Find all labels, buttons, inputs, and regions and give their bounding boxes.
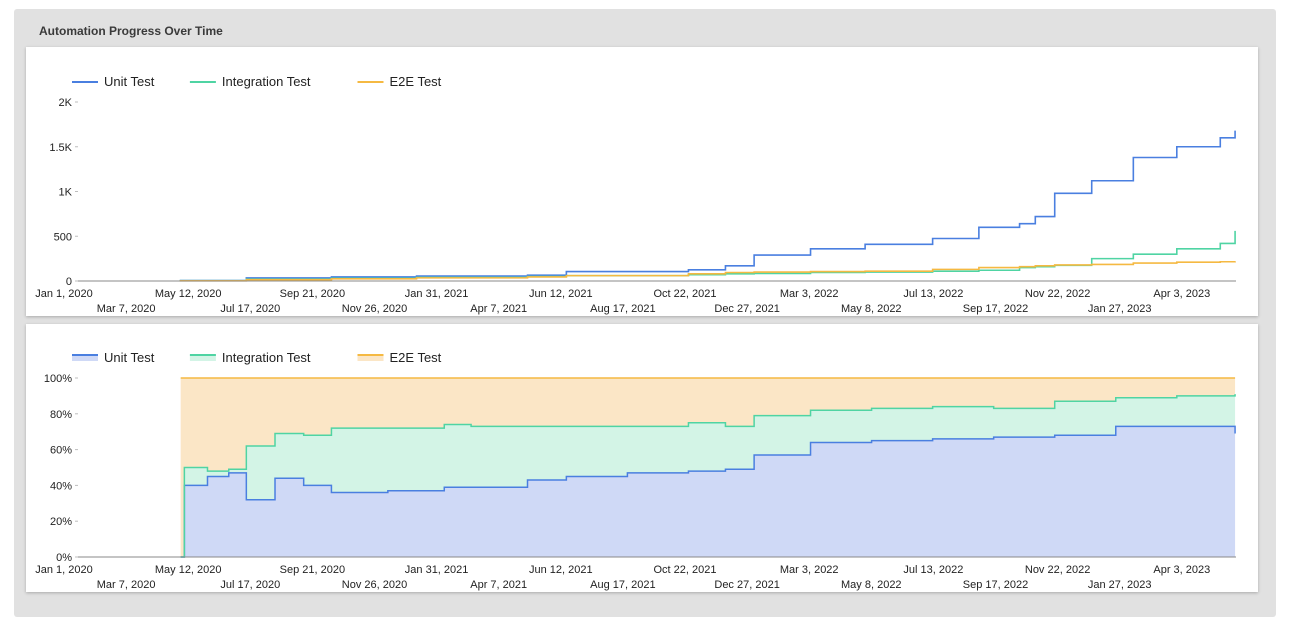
y-tick-label: 80% xyxy=(50,409,72,421)
series-line-integration-test xyxy=(180,394,1236,558)
legend-label: E2E Test xyxy=(390,350,442,365)
legend-label: E2E Test xyxy=(390,74,442,89)
x-tick-label: Apr 3, 2023 xyxy=(1153,564,1210,576)
percent-area-chart: Unit Test Integration Test E2E Test 0% 20% 40… xyxy=(35,350,1236,591)
x-tick-label: Mar 7, 2020 xyxy=(97,303,156,315)
x-tick-label: Apr 7, 2021 xyxy=(470,303,527,315)
x-tick-label: Jun 12, 2021 xyxy=(529,288,593,300)
line-chart-card: Unit Test Integration Test E2E Test 0 500 1K 1… xyxy=(26,47,1258,316)
x-tick-label: May 12, 2020 xyxy=(155,288,222,300)
area-e2e-test xyxy=(180,378,1236,557)
x-tick-label: Dec 27, 2021 xyxy=(714,579,779,591)
y-tick-label: 0% xyxy=(56,552,72,564)
y-tick-label: 20% xyxy=(50,516,72,528)
x-tick-label: Dec 27, 2021 xyxy=(714,303,779,315)
y-axis: 0% 20% 40% 60% 80% 100% xyxy=(44,373,78,564)
x-tick-label: Sep 21, 2020 xyxy=(280,288,345,300)
x-tick-label: Jan 31, 2021 xyxy=(405,564,469,576)
dashboard-panel: Automation Progress Over Time Unit Test I… xyxy=(14,9,1276,617)
x-tick-label: May 8, 2022 xyxy=(841,579,902,591)
legend-item[interactable]: E2E Test xyxy=(357,350,442,365)
x-tick-label: Sep 17, 2022 xyxy=(963,303,1028,315)
plot-area xyxy=(179,130,1236,282)
legend-item[interactable]: E2E Test xyxy=(357,74,442,89)
x-tick-label: Nov 26, 2020 xyxy=(342,579,407,591)
x-tick-label: Jan 31, 2021 xyxy=(405,288,469,300)
area-unit-test xyxy=(180,426,1236,557)
legend-item[interactable]: Unit Test xyxy=(72,74,155,89)
series-line-unit-test xyxy=(180,425,1236,558)
x-tick-label: Jul 13, 2022 xyxy=(903,564,963,576)
x-tick-label: Nov 22, 2022 xyxy=(1025,564,1090,576)
x-tick-label: Jun 12, 2021 xyxy=(529,564,593,576)
y-tick-label: 1.5K xyxy=(49,142,72,154)
x-tick-label: Apr 3, 2023 xyxy=(1153,288,1210,300)
legend-label: Unit Test xyxy=(104,350,155,365)
x-tick-label: Aug 17, 2021 xyxy=(590,579,655,591)
x-tick-label: Mar 3, 2022 xyxy=(780,564,839,576)
x-tick-label: Jan 27, 2023 xyxy=(1088,579,1152,591)
x-tick-label: Jan 1, 2020 xyxy=(35,564,93,576)
x-tick-label: Aug 17, 2021 xyxy=(590,303,655,315)
x-tick-label: Oct 22, 2021 xyxy=(654,288,717,300)
legend-item[interactable]: Integration Test xyxy=(189,350,311,365)
legend-swatch-fill xyxy=(189,355,216,361)
x-tick-label: Sep 17, 2022 xyxy=(963,579,1028,591)
panel-title: Automation Progress Over Time xyxy=(39,24,223,38)
y-tick-label: 500 xyxy=(54,231,72,243)
y-tick-label: 1K xyxy=(59,187,73,199)
y-tick-label: 100% xyxy=(44,373,72,385)
x-tick-label: Oct 22, 2021 xyxy=(654,564,717,576)
y-axis: 0 500 1K 1.5K 2K xyxy=(49,97,78,288)
x-tick-label: Jul 13, 2022 xyxy=(903,288,963,300)
y-tick-label: 2K xyxy=(59,97,73,109)
x-axis: Jan 1, 2020 May 12, 2020 Sep 21, 2020 Jan 3… xyxy=(35,564,1210,591)
x-axis: Jan 1, 2020 May 12, 2020 Sep 21, 2020 Jan 3… xyxy=(35,288,1210,315)
x-tick-label: Mar 3, 2022 xyxy=(780,288,839,300)
legend-item[interactable]: Unit Test xyxy=(72,350,155,365)
chart-legend: Unit Test Integration Test E2E Test xyxy=(72,74,442,89)
x-tick-label: Apr 7, 2021 xyxy=(470,579,527,591)
legend-item[interactable]: Integration Test xyxy=(189,74,311,89)
series-line-unit-test xyxy=(179,130,1236,282)
y-tick-label: 60% xyxy=(50,445,72,457)
legend-swatch-fill xyxy=(357,355,384,361)
x-tick-label: Nov 22, 2022 xyxy=(1025,288,1090,300)
legend-swatch-fill xyxy=(72,355,98,361)
area-integration-test xyxy=(180,394,1236,557)
series-line-e2e-test xyxy=(179,260,1236,282)
x-tick-label: Jan 27, 2023 xyxy=(1088,303,1152,315)
legend-label: Unit Test xyxy=(104,74,155,89)
x-tick-label: Jul 17, 2020 xyxy=(220,579,280,591)
legend-label: Integration Test xyxy=(222,350,311,365)
y-tick-label: 40% xyxy=(50,480,72,492)
x-tick-label: Nov 26, 2020 xyxy=(342,303,407,315)
x-tick-label: Jul 17, 2020 xyxy=(220,303,280,315)
x-tick-label: May 8, 2022 xyxy=(841,303,902,315)
y-tick-label: 0 xyxy=(66,276,72,288)
x-tick-label: May 12, 2020 xyxy=(155,564,222,576)
x-tick-label: Mar 7, 2020 xyxy=(97,579,156,591)
x-tick-label: Sep 21, 2020 xyxy=(280,564,345,576)
x-tick-label: Jan 1, 2020 xyxy=(35,288,93,300)
legend-label: Integration Test xyxy=(222,74,311,89)
chart-legend: Unit Test Integration Test E2E Test xyxy=(72,350,442,365)
line-chart: Unit Test Integration Test E2E Test 0 500 1K 1… xyxy=(35,74,1236,315)
plot-area xyxy=(180,377,1236,558)
percent-area-chart-card: Unit Test Integration Test E2E Test 0% 20% 40… xyxy=(26,324,1258,592)
